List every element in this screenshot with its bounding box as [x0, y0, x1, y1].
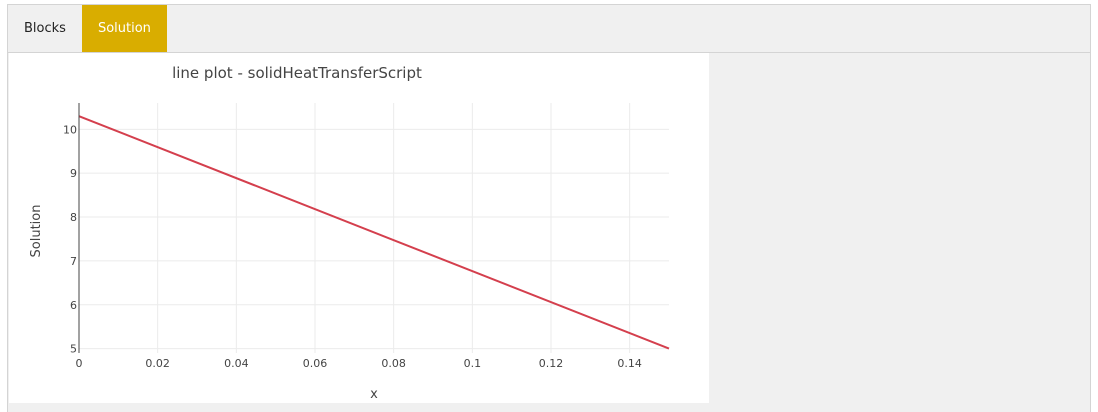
y-tick-label: 9 — [70, 167, 77, 180]
y-tick-label: 7 — [70, 255, 77, 268]
y-tick-labels: 5 6 7 8 9 10 — [63, 123, 77, 355]
tab-solution[interactable]: Solution — [81, 5, 167, 52]
chart-title: line plot - solidHeatTransferScript — [172, 64, 422, 82]
line-chart: 0 0.02 0.04 0.06 0.08 0.1 0.12 0.14 5 6 7 8 9 10 lin… — [29, 64, 670, 402]
y-tick-label: 5 — [70, 343, 77, 356]
tab-blocks[interactable]: Blocks — [24, 21, 66, 36]
y-tick-label: 6 — [70, 299, 77, 312]
app-frame: Blocks Solution 0 0.02 0.04 0.06 0.08 0.1 0.12… — [7, 4, 1091, 412]
y-tick-label: 8 — [70, 211, 77, 224]
x-tick-label: 0.1 — [464, 357, 482, 370]
x-tick-labels: 0 0.02 0.04 0.06 0.08 0.1 0.12 0.14 — [76, 357, 642, 370]
x-tick-label: 0 — [76, 357, 83, 370]
series-line — [78, 115, 670, 350]
series-group — [78, 115, 670, 350]
x-tick-label: 0.06 — [303, 357, 328, 370]
x-tick-label: 0.12 — [539, 357, 564, 370]
y-axis-label: Solution — [29, 205, 44, 258]
x-tick-label: 0.08 — [381, 357, 406, 370]
x-tick-label: 0.14 — [617, 357, 642, 370]
x-axis-label: x — [370, 387, 378, 402]
plot-panel: 0 0.02 0.04 0.06 0.08 0.1 0.12 0.14 5 6 7 8 9 10 lin… — [9, 53, 709, 403]
grid-lines — [79, 103, 669, 353]
x-tick-label: 0.04 — [224, 357, 249, 370]
tab-bar: Blocks Solution — [8, 5, 1090, 53]
x-tick-label: 0.02 — [145, 357, 170, 370]
y-tick-label: 10 — [63, 123, 77, 136]
